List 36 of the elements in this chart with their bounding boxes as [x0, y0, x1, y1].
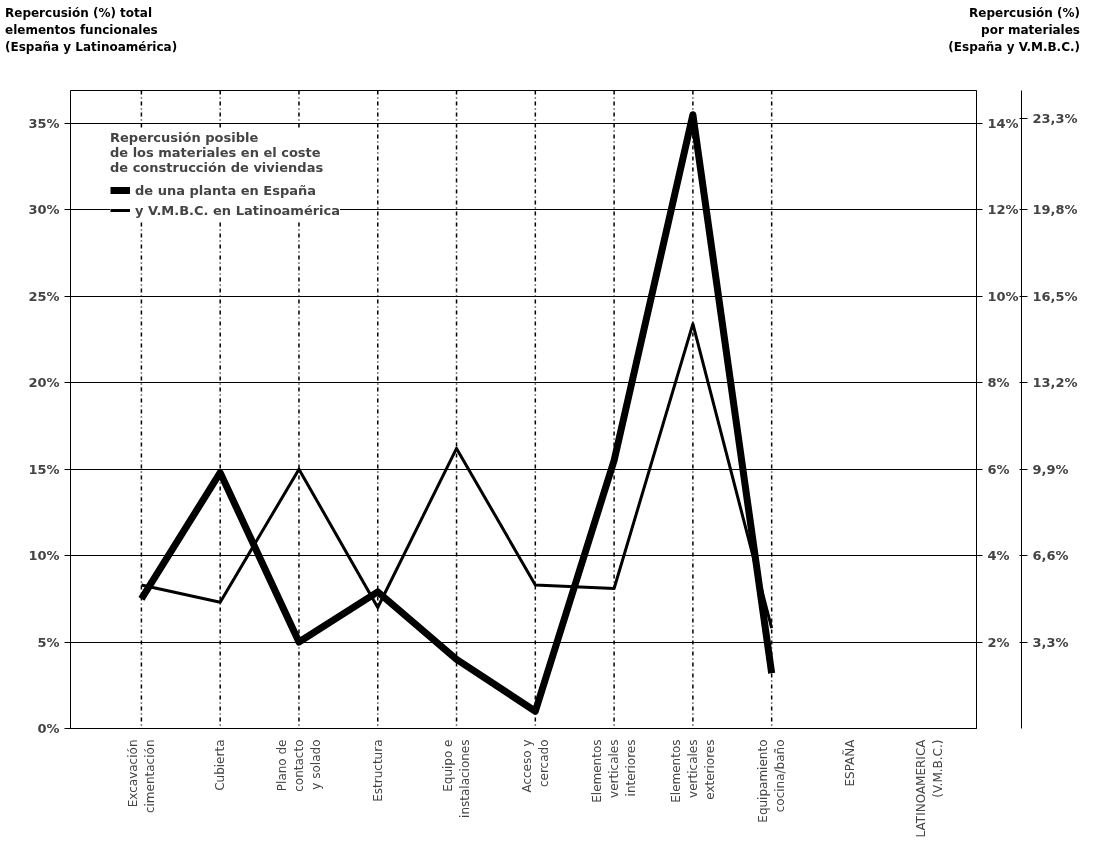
x-tick-label: Equipo e instalaciones [441, 739, 472, 818]
x-tick-label: LATINOAMERICA (V.M.B.C.) [913, 738, 945, 838]
x-tick-label: ESPAÑA [842, 738, 858, 787]
y2-tick-label: 10% [987, 288, 1019, 304]
x-tick-label: Plano de contacto y solado [275, 739, 323, 792]
x-tick-label: Elementos verticales interiores [590, 739, 638, 803]
y-tick-label: 10% [28, 548, 60, 564]
y2-tick-label: 4% [987, 548, 1010, 564]
x-tick-label: Cubierta [213, 739, 228, 791]
x-tick-label: Estructura [370, 739, 385, 802]
y-tick-label: 0% [37, 721, 60, 736]
y3-tick-label: 19,8% [1032, 202, 1078, 218]
y-tick-label: 30% [28, 202, 60, 218]
x-tick-label: Excavación cimentación [126, 739, 157, 814]
y2-tick-label: 12% [987, 202, 1019, 218]
y2-tick-label: 2% [987, 634, 1010, 650]
y-tick-label: 25% [28, 288, 60, 304]
y2-tick-label: 14% [987, 115, 1019, 131]
legend-label: de una planta en España [135, 182, 317, 198]
y-tick-label: 35% [28, 115, 60, 131]
y3-tick-label: 9,9% [1032, 461, 1069, 477]
y2-tick-label: 6% [987, 461, 1010, 477]
y-tick-label: 5% [37, 634, 60, 650]
legend-title: Repercusión posible de los materiales en el coste de construcción de viviendas [110, 130, 325, 175]
y-tick-label: 20% [28, 375, 60, 391]
y3-tick-label: 23,3% [1032, 110, 1078, 126]
y3-tick-label: 16,5% [1032, 288, 1078, 304]
legend-label: y V.M.B.C. en Latinoamérica [135, 202, 341, 218]
y3-tick-label: 6,6% [1032, 548, 1069, 564]
y3-tick-label: 3,3% [1032, 634, 1069, 650]
y2-tick-label: 8% [987, 375, 1010, 391]
y3-tick-label: 13,2% [1032, 375, 1078, 391]
y2-axis-title: Repercusión (%) por materiales (España y V.M.B.C.) [947, 5, 1080, 57]
x-tick-label: Acceso y cercado [519, 739, 551, 793]
y-axis-title: Repercusión (%) total elementos funcionales (España y Latinoamérica) [5, 5, 179, 57]
y-tick-label: 15% [28, 461, 60, 477]
